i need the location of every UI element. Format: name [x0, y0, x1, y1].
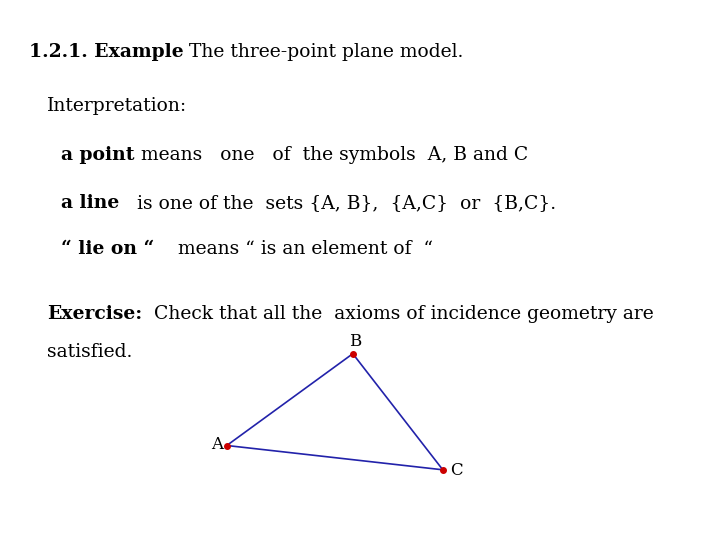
Text: The three-point plane model.: The three-point plane model.: [184, 43, 464, 61]
Text: “ lie on “: “ lie on “: [61, 240, 155, 258]
Text: a line: a line: [61, 194, 120, 212]
Text: Check that all the  axioms of incidence geometry are: Check that all the axioms of incidence g…: [142, 305, 654, 323]
Text: C: C: [450, 462, 463, 480]
Text: satisfied.: satisfied.: [47, 343, 132, 361]
Text: A: A: [211, 436, 223, 453]
Text: a point: a point: [61, 146, 135, 164]
Text: means “ is an element of  “: means “ is an element of “: [155, 240, 433, 258]
Text: means   one   of  the symbols  A, B and C: means one of the symbols A, B and C: [135, 146, 528, 164]
Text: B: B: [349, 333, 361, 350]
Text: is one of the  sets {A, B},  {A,C}  or  {B,C}.: is one of the sets {A, B}, {A,C} or {B,C…: [120, 194, 557, 212]
Text: Interpretation:: Interpretation:: [47, 97, 187, 115]
Text: Exercise:: Exercise:: [47, 305, 142, 323]
Text: 1.2.1. Example: 1.2.1. Example: [29, 43, 184, 61]
